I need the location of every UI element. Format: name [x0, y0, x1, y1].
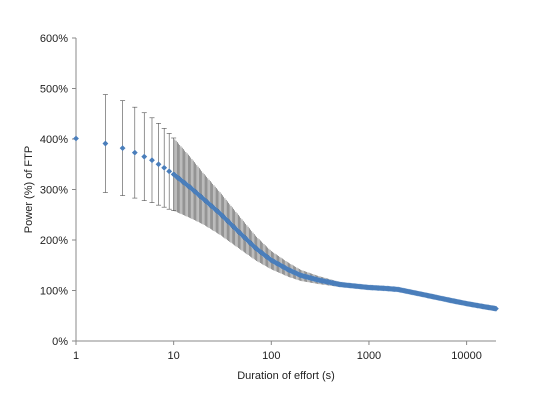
- y-tick-label: 100%: [40, 286, 68, 298]
- data-point: [131, 149, 138, 156]
- data-point: [155, 161, 162, 168]
- y-tick-label: 600%: [40, 33, 68, 45]
- ticks: 0% 100% 200% 300% 400% 500% 600% 1 10 100 1000 1000…: [40, 33, 482, 362]
- y-tick-label: 300%: [40, 185, 68, 197]
- data-point: [492, 305, 499, 312]
- data-point: [166, 168, 173, 175]
- x-tick-label: 10000: [451, 350, 482, 362]
- data-point: [149, 157, 155, 164]
- y-axis-title: Power (%) of FTP: [23, 146, 35, 233]
- data-point: [73, 135, 79, 142]
- y-tick-label: 200%: [40, 235, 68, 247]
- data-points: [73, 135, 499, 312]
- data-point: [102, 140, 109, 147]
- y-tick-label: 0%: [52, 336, 68, 348]
- x-tick-label: 1000: [357, 350, 381, 362]
- x-tick-label: 1: [73, 350, 79, 362]
- y-tick-label: 500%: [40, 84, 68, 96]
- y-tick-label: 400%: [40, 134, 68, 146]
- x-tick-label: 10: [168, 350, 180, 362]
- error-bars: [102, 94, 497, 312]
- x-axis-title: Duration of effort (s): [237, 370, 335, 382]
- data-point: [161, 164, 168, 171]
- data-point: [119, 145, 126, 151]
- data-point: [141, 153, 148, 160]
- x-tick-label: 100: [262, 350, 280, 362]
